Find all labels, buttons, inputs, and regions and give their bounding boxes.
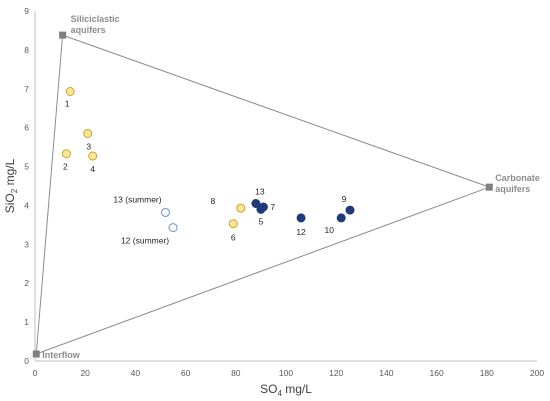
data-point xyxy=(83,129,93,138)
y-tick-label: 9 xyxy=(24,6,29,16)
data-point-label: 12 xyxy=(296,227,306,237)
x-tick-label: 0 xyxy=(33,368,38,378)
data-point-label: 12 (summer) xyxy=(121,236,169,246)
data-point xyxy=(251,199,261,208)
y-axis-title-subscript: 2 xyxy=(10,188,19,193)
data-point xyxy=(61,149,71,159)
endmember-label: Siliciclastic aquifers xyxy=(71,14,120,35)
data-point-label: 13 xyxy=(255,187,265,197)
data-point-label: 10 xyxy=(324,225,334,235)
data-point-label: 7 xyxy=(270,202,275,212)
x-axis-title: SO4 mg/L xyxy=(260,382,312,398)
endmember-marker xyxy=(59,31,67,39)
x-tick-label: 80 xyxy=(231,368,241,378)
x-tick-label: 200 xyxy=(530,368,544,378)
data-point-label: 2 xyxy=(63,162,68,172)
y-tick-label: 8 xyxy=(24,45,29,55)
y-tick-label: 1 xyxy=(24,317,29,327)
endmember-label-line: Interflow xyxy=(42,350,80,360)
y-tick-labels: 0 1 2 3 4 5 6 7 8 9 xyxy=(24,6,29,366)
endmember-label-line: Siliciclastic xyxy=(71,14,120,24)
endmember-label-line: aquifers xyxy=(495,184,530,194)
data-point-label: 4 xyxy=(90,164,95,174)
data-point-label: 8 xyxy=(210,196,215,206)
data-point-label: 5 xyxy=(259,216,264,226)
data-point xyxy=(161,207,171,217)
endmember-marker xyxy=(32,350,40,358)
y-axis-title-unit: mg/L xyxy=(3,158,17,188)
endmember-label-line: aquifers xyxy=(71,25,106,35)
data-point-label: 13 (summer) xyxy=(113,194,161,204)
y-tick-label: 5 xyxy=(24,162,29,172)
x-axis-title-subscript: 4 xyxy=(277,389,282,398)
x-tick-label: 140 xyxy=(379,368,393,378)
data-point xyxy=(65,87,75,96)
x-axis-title-main: SO xyxy=(260,382,277,396)
data-point xyxy=(258,202,268,212)
y-tick-label: 3 xyxy=(24,239,29,249)
data-point xyxy=(345,205,355,215)
x-axis-title-unit: mg/L xyxy=(282,382,312,396)
data-point xyxy=(168,223,178,233)
endmember-label-line: Carbonate xyxy=(495,173,540,183)
data-point-label: 1 xyxy=(65,99,70,109)
data-point xyxy=(236,203,246,213)
x-tick-label: 100 xyxy=(279,368,293,378)
x-tick-label: 160 xyxy=(430,368,444,378)
x-tick-label: 20 xyxy=(80,368,90,378)
x-tick-label: 60 xyxy=(181,368,191,378)
data-point xyxy=(88,151,98,161)
y-tick-label: 2 xyxy=(24,278,29,288)
endmember-label: Carbonate aquifers xyxy=(495,173,540,194)
endmember-label: Interflow xyxy=(42,350,80,360)
y-tick-label: 0 xyxy=(24,356,29,366)
y-axis-title-main: SiO xyxy=(3,193,17,213)
y-tick-label: 4 xyxy=(24,200,29,210)
data-point xyxy=(296,213,306,223)
data-point xyxy=(228,219,238,229)
x-tick-label: 120 xyxy=(329,368,343,378)
mixing-triangle xyxy=(35,34,491,355)
endmember-marker xyxy=(485,183,493,191)
y-tick-label: 7 xyxy=(24,84,29,94)
y-tick-label: 6 xyxy=(24,123,29,133)
data-point-label: 9 xyxy=(342,194,347,204)
data-point xyxy=(336,213,346,223)
y-axis-title: SiO2 mg/L xyxy=(3,158,19,213)
x-tick-label: 180 xyxy=(480,368,494,378)
x-tick-labels: 0 20 40 60 80 100 120 140 160 180 200 xyxy=(33,368,545,378)
x-tick-label: 40 xyxy=(131,368,141,378)
data-point-label: 6 xyxy=(231,233,236,243)
data-point-label: 3 xyxy=(86,142,91,152)
